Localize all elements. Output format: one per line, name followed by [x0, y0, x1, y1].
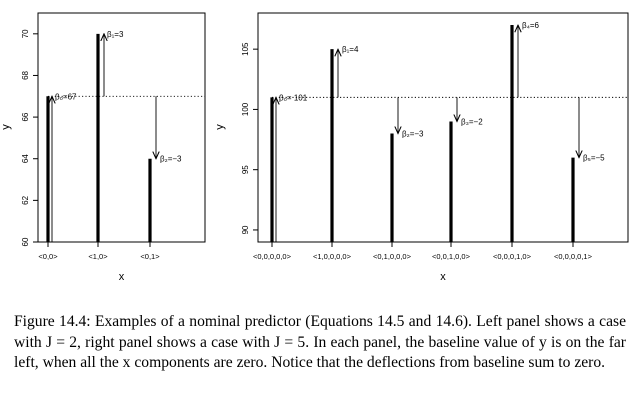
x-tick-label: <0,0,0,1,0>: [493, 252, 532, 261]
x-tick-label: <1,0,0,0,0>: [313, 252, 352, 261]
x-axis-label: x: [440, 271, 446, 283]
y-tick-label: 70: [21, 29, 30, 38]
deflection-label: β₀=67: [55, 92, 77, 101]
deflection-label: β₁=4: [342, 45, 359, 54]
y-axis-label: y: [0, 124, 12, 130]
plot-frame: [257, 12, 629, 243]
deflection-label: β₂=−3: [160, 155, 182, 164]
figure-panels: 60 62 64 66 68 70 <0,0> <1,0> <0,1> x y β₀=67 β₁=3 β₂…: [0, 12, 629, 283]
deflection-label: β₁=3: [107, 30, 124, 39]
x-tick-label: <0,1>: [140, 252, 160, 261]
x-axis-label: x: [119, 271, 125, 283]
x-tick-label: <1,0>: [88, 252, 108, 261]
x-tick-label: <0,0,0,0,1>: [554, 252, 593, 261]
x-tick-label: <0,0,1,0,0>: [432, 252, 471, 261]
y-tick-label: 105: [241, 42, 250, 56]
deflection-label: β₀= 101: [279, 93, 308, 102]
chart-panel-2: 90 95 100 105 <0,0,0,0,0> <1,0,0,0,0> <0,1,0,0…: [214, 12, 629, 283]
deflection-label: β₅=−5: [583, 154, 605, 163]
y-tick-label: 64: [21, 154, 30, 163]
y-tick-label: 100: [241, 102, 250, 116]
y-axis-label: y: [214, 124, 226, 130]
deflection-label: β₂=−3: [402, 130, 424, 139]
chart-panel-1: 60 62 64 66 68 70 <0,0> <1,0> <0,1> x y β₀=67 β₁=3 β₂…: [0, 12, 206, 283]
figure-caption: Figure 14.4: Examples of a nominal predi…: [14, 313, 626, 371]
x-tick-label: <0,0>: [38, 252, 58, 261]
deflection-label: β₄=6: [522, 21, 540, 30]
y-tick-label: 95: [241, 165, 250, 174]
y-tick-label: 60: [21, 237, 30, 246]
deflection-label: β₃=−2: [461, 117, 483, 126]
y-tick-label: 90: [241, 225, 250, 234]
y-tick-label: 68: [21, 70, 30, 79]
y-tick-label: 62: [21, 195, 30, 204]
plot-frame: [37, 12, 206, 243]
x-tick-label: <0,0,0,0,0>: [253, 252, 292, 261]
y-tick-label: 66: [21, 112, 30, 121]
x-tick-label: <0,1,0,0,0>: [373, 252, 412, 261]
